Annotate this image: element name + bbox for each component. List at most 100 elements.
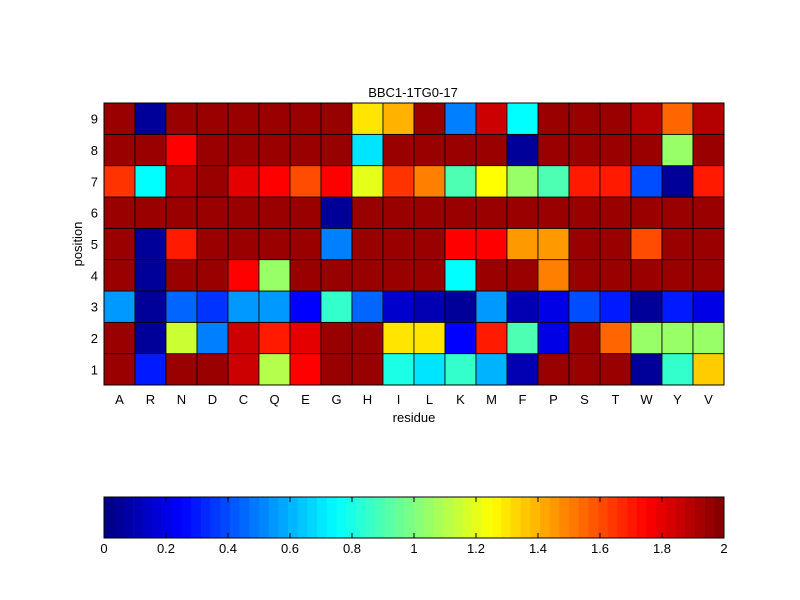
heatmap-cell-W-5 <box>630 227 663 261</box>
heatmap-cell-E-4 <box>289 259 322 292</box>
colorbar-segment <box>491 497 502 538</box>
heatmap-cell-R-6 <box>134 196 167 229</box>
x-tick-label: A <box>115 392 124 407</box>
heatmap-cell-V-1 <box>692 353 725 386</box>
colorbar-segment <box>288 497 299 538</box>
heatmap-cell-R-4 <box>134 259 167 292</box>
colorbar-tick-label: 1.4 <box>529 541 547 556</box>
heatmap-cell-T-3 <box>599 290 632 323</box>
heatmap-cell-V-3 <box>692 290 725 323</box>
heatmap-cell-A-2 <box>103 321 136 355</box>
heatmap-cell-D-5 <box>196 227 229 261</box>
colorbar-tick-label: 1.2 <box>467 541 485 556</box>
colorbar-segment <box>307 497 318 538</box>
heatmap-cell-D-1 <box>196 353 229 386</box>
heatmap-cell-C-8 <box>227 133 260 167</box>
colorbar-segment <box>220 497 231 538</box>
colorbar-segment <box>384 497 395 538</box>
colorbar-segment <box>268 497 279 538</box>
heatmap-cell-M-1 <box>475 353 508 386</box>
colorbar-segment <box>472 497 483 538</box>
heatmap-cell-W-8 <box>630 133 663 167</box>
colorbar-segment <box>210 497 221 538</box>
heatmap-cell-I-3 <box>382 290 415 323</box>
heatmap-cell-L-6 <box>413 196 446 229</box>
heatmap-cell-E-6 <box>289 196 322 229</box>
heatmap-cell-Q-4 <box>258 259 291 292</box>
colorbar-segment <box>433 497 444 538</box>
heatmap-cell-K-5 <box>444 227 477 261</box>
heatmap-cell-N-1 <box>165 353 198 386</box>
heatmap-cell-A-4 <box>103 259 136 292</box>
heatmap-cell-C-6 <box>227 196 260 229</box>
colorbar-tick-labels: 0 0.2 0.4 0.6 0.8 1 1.2 1.4 1.6 1.8 2 <box>100 497 728 556</box>
colorbar-tick-label: 0.4 <box>219 541 237 556</box>
heatmap-cell-K-4 <box>444 259 477 292</box>
colorbar-segment <box>656 497 667 538</box>
colorbar-segment <box>181 497 192 538</box>
heatmap-cell-E-7 <box>289 165 322 198</box>
heatmap-cell-G-2 <box>320 321 353 355</box>
heatmap-cell-P-7 <box>537 165 570 198</box>
heatmap-cell-S-4 <box>568 259 601 292</box>
heatmap-cell-W-6 <box>630 196 663 229</box>
colorbar-segment <box>365 497 376 538</box>
y-tick-label: 7 <box>91 174 98 189</box>
heatmap-cell-N-6 <box>165 196 198 229</box>
heatmap-cell-R-7 <box>134 165 167 198</box>
heatmap-cell-K-6 <box>444 196 477 229</box>
heatmap-cell-V-7 <box>692 165 725 198</box>
heatmap-cell-Y-9 <box>661 102 694 135</box>
heatmap-cell-Q-6 <box>258 196 291 229</box>
colorbar-segment <box>714 497 725 538</box>
x-tick-label: E <box>301 392 310 407</box>
heatmap-cell-K-2 <box>444 321 477 355</box>
heatmap-cell-G-6 <box>320 196 353 229</box>
colorbar-segment <box>423 497 434 538</box>
heatmap-cell-G-8 <box>320 133 353 167</box>
heatmap-cell-D-3 <box>196 290 229 323</box>
colorbar-segment <box>481 497 492 538</box>
x-tick-label: H <box>363 392 372 407</box>
heatmap-cell-Q-7 <box>258 165 291 198</box>
heatmap-cell-H-9 <box>351 102 384 135</box>
colorbar-segment <box>297 497 308 538</box>
heatmap-cell-K-1 <box>444 353 477 386</box>
heatmap-cell-L-3 <box>413 290 446 323</box>
y-tick-label: 4 <box>91 268 98 283</box>
heatmap-cell-C-5 <box>227 227 260 261</box>
heatmap-cell-W-3 <box>630 290 663 323</box>
colorbar-segment <box>404 497 415 538</box>
heatmap-cell-F-3 <box>506 290 539 323</box>
heatmap-cell-H-2 <box>351 321 384 355</box>
heatmap-cell-L-9 <box>413 102 446 135</box>
heatmap-cell-F-5 <box>506 227 539 261</box>
x-tick-label: W <box>640 392 653 407</box>
heatmap-cell-F-8 <box>506 133 539 167</box>
heatmap-cell-Q-1 <box>258 353 291 386</box>
colorbar-segment <box>549 497 560 538</box>
heatmap-cell-N-8 <box>165 133 198 167</box>
colorbar-tick-label: 0.2 <box>157 541 175 556</box>
heatmap-cell-T-2 <box>599 321 632 355</box>
heatmap-cell-E-2 <box>289 321 322 355</box>
heatmap-cell-S-9 <box>568 102 601 135</box>
heatmap-cell-I-5 <box>382 227 415 261</box>
x-tick-label: R <box>146 392 155 407</box>
colorbar-segment <box>123 497 134 538</box>
chart-title: BBC1-1TG0-17 <box>368 85 458 100</box>
heatmap-cell-L-4 <box>413 259 446 292</box>
heatmap-cell-F-9 <box>506 102 539 135</box>
colorbar-segment <box>452 497 463 538</box>
heatmap-cell-C-1 <box>227 353 260 386</box>
y-tick-label: 5 <box>91 237 98 252</box>
heatmap-cell-M-9 <box>475 102 508 135</box>
y-tick-labels: 1 2 3 4 5 6 7 8 9 <box>91 112 98 378</box>
heatmap-cell-H-7 <box>351 165 384 198</box>
heatmap-cell-V-4 <box>692 259 725 292</box>
heatmap-cell-G-5 <box>320 227 353 261</box>
heatmap-cell-P-9 <box>537 102 570 135</box>
heatmap-cell-I-9 <box>382 102 415 135</box>
heatmap-cell-H-1 <box>351 353 384 386</box>
